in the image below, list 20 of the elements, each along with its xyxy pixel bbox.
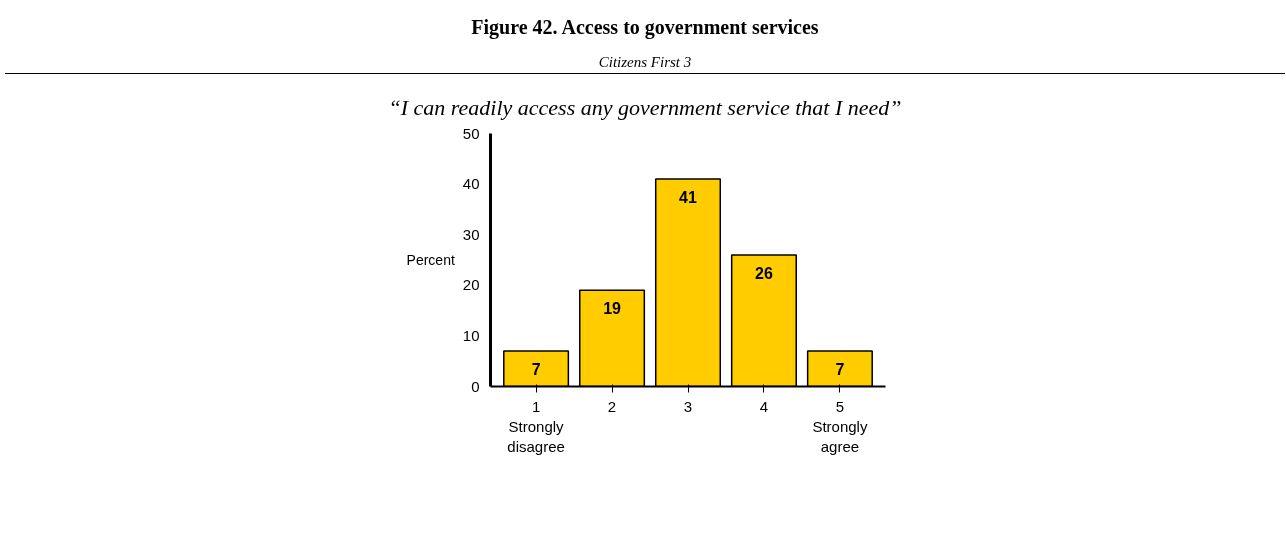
data-label: 19	[603, 300, 622, 318]
x-tick-label: 1 Strongly disagree	[507, 397, 565, 456]
text: “I can readily access any government service that I need”	[388, 94, 902, 122]
y-tick-label: 20	[462, 276, 480, 294]
y-axis-title: Percent	[406, 252, 455, 269]
y-tick-label: 10	[462, 327, 480, 345]
y-tick-label: 30	[462, 226, 480, 244]
y-tick-label: 40	[462, 175, 480, 193]
chart-subtitle: Citizens First 3	[598, 52, 692, 72]
y-tick-label: 0	[471, 377, 480, 395]
data-label: 7	[835, 361, 845, 379]
x-tick-label: 2	[607, 397, 617, 415]
x-tick-label: 4	[759, 397, 769, 415]
chart-title: Figure 42. Access to government services	[471, 15, 819, 41]
data-label: 41	[679, 189, 697, 207]
y-tick-label: 50	[462, 124, 480, 142]
x-tick-label: 5 Strongly agree	[812, 397, 868, 456]
data-label: 7	[531, 361, 541, 379]
data-label: 26	[755, 265, 773, 283]
x-tick-label: 3	[683, 397, 693, 415]
